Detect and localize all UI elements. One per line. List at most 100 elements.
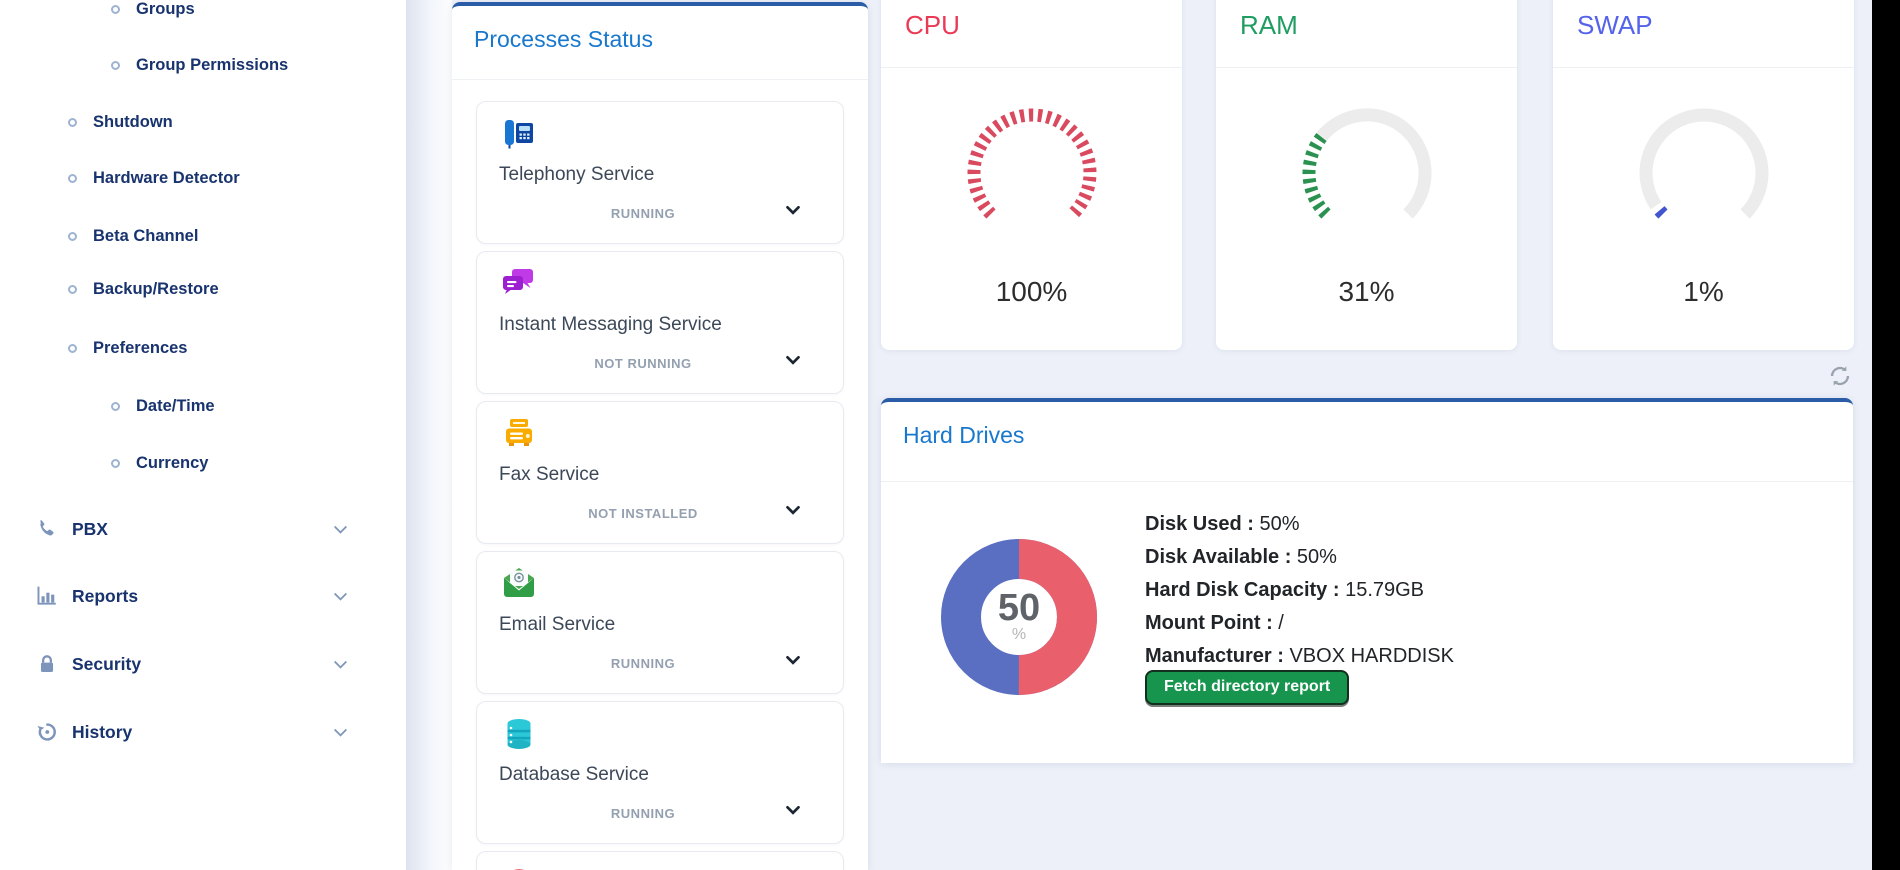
sidebar-item-preferences[interactable]: Preferences [0, 335, 400, 361]
disk-detail-disk-available: Disk Available : 50% [1145, 546, 1337, 568]
caret-down-icon[interactable] [785, 504, 801, 518]
refresh-icon[interactable] [1828, 364, 1852, 388]
sidebar-item-label: Group Permissions [136, 55, 289, 74]
caret-down-icon[interactable] [785, 804, 801, 818]
database-icon [499, 714, 539, 754]
sidebar-item-date-time[interactable]: Date/Time [0, 393, 400, 419]
donut-chart-svg [941, 539, 1097, 695]
disk-used-percent-unit: % [1011, 626, 1027, 643]
sidebar-item-label: Preferences [93, 338, 188, 357]
service-card-telephony-service[interactable]: Telephony Service RUNNING [476, 101, 844, 244]
bullet-icon [68, 284, 77, 294]
blocked-icon [499, 864, 539, 870]
service-status: NOT RUNNING [594, 356, 692, 371]
gauge-arc-swap [1639, 108, 1768, 219]
screen-right-edge [1872, 0, 1900, 870]
bar-chart-icon [36, 585, 58, 607]
bullet-icon [68, 173, 77, 183]
disk-detail-mount-point: Mount Point : / [1145, 612, 1284, 634]
phone-icon [36, 518, 58, 540]
service-status: RUNNING [610, 656, 676, 671]
hard-drives-panel: Hard Drives 50 % Disk Used : 50% Disk Ava… [881, 398, 1853, 763]
email-icon [499, 564, 539, 604]
processes-status-title: Processes Status [474, 26, 653, 52]
gauge-value: 1% [1683, 276, 1724, 307]
chat-icon [499, 264, 539, 304]
hard-drives-title: Hard Drives [903, 422, 1025, 448]
sidebar-item-reports[interactable]: Reports [0, 583, 400, 609]
chevron-down-icon [332, 588, 349, 605]
sidebar-item-group-permissions[interactable]: Group Permissions [0, 52, 400, 78]
divider [881, 67, 1182, 68]
sidebar-scrollbar[interactable] [406, 0, 452, 870]
sidebar-item-pbx[interactable]: PBX [0, 516, 400, 542]
telephone-icon [499, 114, 539, 154]
disk-detail-hard-disk-capacity: Hard Disk Capacity : 15.79GB [1145, 579, 1425, 601]
sidebar-item-label: Security [72, 653, 142, 674]
service-name: Fax Service [499, 464, 600, 485]
sidebar-item-label: Groups [136, 0, 195, 18]
service-card-email-service[interactable]: Email Service RUNNING [476, 551, 844, 694]
service-name: Database Service [499, 764, 649, 785]
gauge-card-ram: RAM 31% [1216, 0, 1517, 350]
sidebar-item-label: Hardware Detector [93, 168, 240, 187]
sidebar-item-backup-restore[interactable]: Backup/Restore [0, 276, 400, 302]
sidebar-item-label: Backup/Restore [93, 279, 219, 298]
sidebar-item-label: Beta Channel [93, 226, 199, 245]
caret-down-icon[interactable] [785, 354, 801, 368]
chevron-down-icon [332, 521, 349, 538]
bullet-icon [111, 60, 120, 70]
sidebar-item-label: Currency [136, 453, 209, 472]
sidebar-item-shutdown[interactable]: Shutdown [0, 109, 400, 135]
sidebar: Groups Group Permissions Shutdown Hardware … [0, 0, 412, 870]
sidebar-item-beta-channel[interactable]: Beta Channel [0, 223, 400, 249]
fax-icon [499, 414, 539, 454]
history-icon [36, 721, 58, 743]
gauge-title: CPU [905, 10, 960, 40]
caret-down-icon[interactable] [785, 204, 801, 218]
gauge-value: 100% [995, 276, 1068, 307]
sidebar-item-history[interactable]: History [0, 719, 400, 745]
processes-status-panel: Processes Status Telephony Service RUNNIN… [452, 2, 868, 870]
disk-details-list: Disk Used : 50% Disk Available : 50% Hard … [1145, 508, 1454, 673]
chevron-down-icon [332, 656, 349, 673]
divider [881, 481, 1853, 482]
disk-used-percent-value: 50 [997, 587, 1041, 629]
lock-icon [36, 653, 58, 675]
service-card[interactable] [476, 851, 844, 870]
caret-down-icon[interactable] [785, 654, 801, 668]
disk-usage-donut-chart: 50 % [939, 537, 1099, 697]
service-card-database-service[interactable]: Database Service RUNNING [476, 701, 844, 844]
gauge-card-cpu: CPU 100% [881, 0, 1182, 350]
disk-detail-manufacturer: Manufacturer : VBOX HARDDISK [1145, 645, 1454, 667]
gauge-title: RAM [1240, 10, 1298, 40]
service-status: NOT INSTALLED [588, 506, 698, 521]
bullet-icon [111, 401, 120, 411]
service-name: Telephony Service [499, 164, 655, 185]
disk-detail-disk-used: Disk Used : 50% [1145, 513, 1300, 535]
service-status: RUNNING [610, 806, 676, 821]
sidebar-item-hardware-detector[interactable]: Hardware Detector [0, 165, 400, 191]
fetch-directory-report-button[interactable]: Fetch directory report [1145, 670, 1350, 705]
gauge-card-swap: SWAP 1% [1553, 0, 1854, 350]
bullet-icon [111, 458, 120, 468]
service-card-instant-messaging-service[interactable]: Instant Messaging Service NOT RUNNING [476, 251, 844, 394]
services-list: Telephony Service RUNNING Instant Messagin… [476, 101, 844, 870]
bullet-icon [111, 4, 120, 14]
sidebar-item-groups[interactable]: Groups [0, 0, 400, 22]
gauge-value: 31% [1338, 276, 1395, 307]
donut-center-label: 50 % [939, 537, 1099, 697]
sidebar-item-security[interactable]: Security [0, 651, 400, 677]
sidebar-item-label: Shutdown [93, 112, 173, 131]
bullet-icon [68, 231, 77, 241]
divider [1216, 67, 1517, 68]
divider [452, 79, 868, 80]
sidebar-item-label: Date/Time [136, 396, 215, 415]
divider [1553, 67, 1854, 68]
service-card-fax-service[interactable]: Fax Service NOT INSTALLED [476, 401, 844, 544]
service-status: RUNNING [610, 206, 676, 221]
service-name: Email Service [499, 614, 616, 635]
bullet-icon [68, 343, 77, 353]
sidebar-item-currency[interactable]: Currency [0, 450, 400, 476]
